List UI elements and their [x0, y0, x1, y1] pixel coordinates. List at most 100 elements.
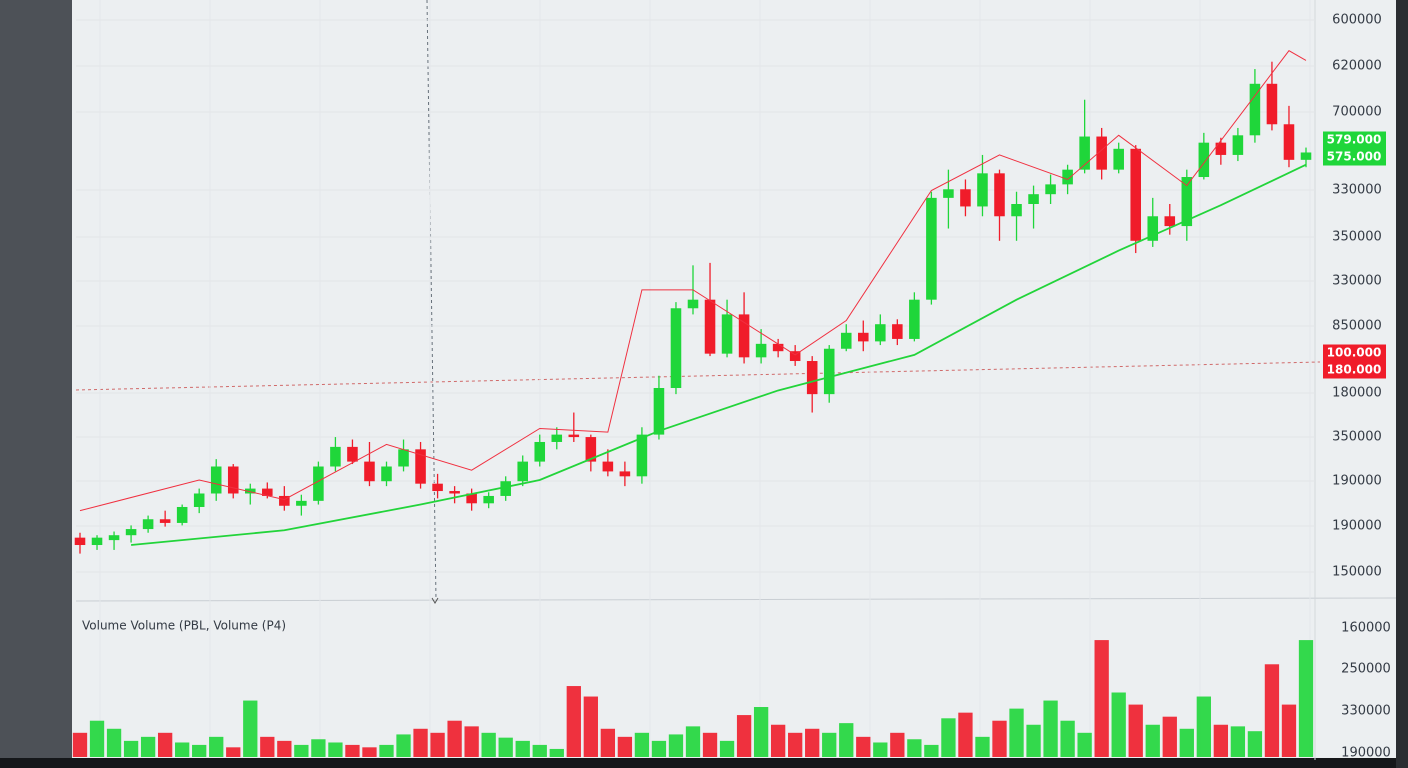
- volume-bar: [1145, 724, 1160, 757]
- candle-body: [653, 388, 665, 435]
- candle-body: [449, 491, 460, 494]
- volume-bar: [123, 740, 139, 757]
- volume-bar: [736, 715, 752, 757]
- candle-body: [568, 434, 580, 438]
- price-axis-label: 620000: [1332, 59, 1382, 74]
- moving-average: [79, 50, 1307, 512]
- volume-bar: [1128, 704, 1143, 757]
- candle-body: [296, 500, 307, 506]
- candle-body: [875, 324, 886, 342]
- volume-axis-label: 330000: [1341, 704, 1391, 719]
- candle-body: [602, 461, 614, 472]
- candle-body: [210, 466, 222, 494]
- candle-body: [1181, 177, 1193, 227]
- price-axis-label: 330000: [1332, 274, 1382, 289]
- price-axis-label: 700000: [1332, 105, 1382, 120]
- volume-bar: [1281, 704, 1297, 757]
- volume-bar: [1077, 732, 1092, 757]
- volume-pane: [72, 640, 1314, 757]
- price-badge-label: 180.000: [1327, 363, 1382, 377]
- price-axis-label: 180000: [1332, 386, 1382, 401]
- candles: [74, 50, 1312, 554]
- candle-body: [91, 537, 103, 546]
- candle-body: [636, 434, 648, 477]
- price-badge-label: 575.000: [1327, 150, 1382, 164]
- volume-bar: [157, 732, 173, 757]
- volume-bar: [839, 723, 854, 757]
- candle-body: [244, 488, 256, 494]
- grid: [76, 0, 1315, 757]
- volume-bar: [328, 742, 343, 757]
- candle-body: [738, 314, 750, 358]
- volume-bar: [856, 736, 871, 757]
- bottom-edge: [0, 758, 1408, 768]
- candle-body: [500, 481, 511, 496]
- volume-bar: [277, 740, 292, 757]
- volume-bar: [464, 726, 479, 757]
- candle-body: [619, 471, 631, 477]
- candle-body: [1283, 124, 1295, 160]
- volume-bar: [515, 740, 530, 757]
- candle-body: [1028, 194, 1039, 204]
- volume-bar: [549, 748, 564, 757]
- volume-bar: [805, 728, 820, 757]
- volume-bar: [447, 720, 462, 757]
- candle-body: [909, 299, 920, 339]
- volume-bar: [209, 736, 224, 757]
- volume-bar: [89, 720, 105, 757]
- candle-body: [262, 488, 273, 496]
- price-axis-label: 350000: [1332, 430, 1382, 445]
- candle-body: [1096, 136, 1107, 170]
- candle-body: [789, 351, 801, 362]
- volume-bar: [873, 742, 888, 757]
- volume-bar: [1196, 696, 1211, 757]
- price-badge: [1323, 361, 1386, 379]
- candle-body: [313, 466, 324, 501]
- candle-body: [1215, 142, 1227, 155]
- volume-bar: [668, 734, 684, 757]
- volume-bar: [941, 718, 956, 757]
- candle-body: [279, 495, 290, 506]
- price-axis: 600000 620000 700000 330000 350000 33000…: [1332, 13, 1391, 761]
- price-badge-label: 579.000: [1327, 133, 1382, 147]
- candle-body: [1062, 169, 1073, 185]
- candle-body: [1079, 136, 1090, 170]
- candle-body: [943, 189, 954, 198]
- volume-bar: [396, 734, 411, 757]
- volume-bar: [1009, 708, 1024, 757]
- candle-body: [772, 343, 784, 352]
- volume-axis-label: 250000: [1341, 662, 1391, 677]
- volume-bar: [1213, 724, 1229, 757]
- price-axis-label: 150000: [1332, 565, 1382, 580]
- volume-bar: [106, 728, 122, 757]
- volume-bar: [685, 726, 701, 757]
- candle-body: [1198, 142, 1210, 178]
- volume-bar: [822, 732, 837, 757]
- volume-bar: [1060, 720, 1075, 757]
- candle-body: [806, 361, 818, 395]
- candle-body: [687, 299, 699, 309]
- volume-bar: [1094, 640, 1109, 757]
- candle-body: [159, 519, 171, 523]
- candle-body: [176, 506, 188, 523]
- candle-body: [670, 308, 682, 388]
- candle-body: [193, 493, 205, 507]
- volume-bar: [294, 744, 309, 757]
- volume-bar: [379, 744, 394, 757]
- volume-bar: [890, 732, 905, 757]
- price-axis-label: 190000: [1332, 519, 1382, 534]
- candle-body: [892, 324, 903, 339]
- right-edge: [1396, 0, 1408, 768]
- candle-body: [432, 483, 443, 492]
- candle-body: [857, 332, 869, 342]
- volume-bar: [788, 732, 803, 757]
- candle-body: [1164, 216, 1176, 227]
- volume-bar: [1043, 700, 1058, 757]
- volume-axis-label: 190000: [1341, 746, 1391, 761]
- volume-bar: [532, 744, 547, 757]
- candle-body: [227, 466, 239, 494]
- candle-body: [1045, 184, 1056, 195]
- volume-bar: [1230, 726, 1246, 757]
- candle-body: [1300, 152, 1312, 160]
